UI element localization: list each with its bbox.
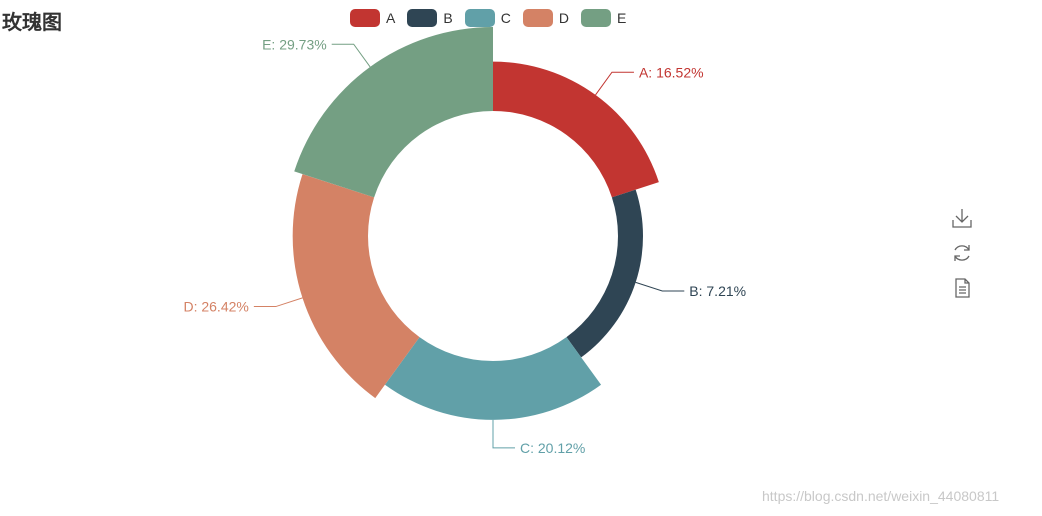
legend-swatch: [407, 9, 438, 27]
legend: A B C D E: [350, 8, 638, 28]
data-label-c: C: 20.12%: [520, 440, 585, 456]
rose-slice-a[interactable]: [493, 61, 659, 198]
rose-slice-b[interactable]: [566, 189, 644, 358]
rose-slice-e[interactable]: [294, 27, 493, 198]
data-view-icon[interactable]: [950, 276, 974, 300]
chart-title: 玫瑰图: [2, 10, 62, 34]
legend-label: A: [386, 10, 396, 26]
legend-swatch: [464, 9, 495, 27]
refresh-icon[interactable]: [950, 241, 974, 265]
data-label-e: E: 29.73%: [262, 36, 327, 52]
legend-item-a[interactable]: A: [350, 9, 395, 27]
legend-item-e[interactable]: E: [580, 9, 627, 27]
legend-swatch: [580, 9, 611, 27]
legend-label: B: [443, 10, 453, 26]
legend-swatch: [522, 9, 553, 27]
label-line-a: [595, 71, 634, 96]
label-line-d: [253, 297, 303, 308]
legend-item-d[interactable]: D: [522, 9, 569, 27]
legend-item-c[interactable]: C: [464, 9, 511, 27]
watermark: https://blog.csdn.net/weixin_44080811: [762, 488, 1000, 504]
legend-label: D: [558, 10, 569, 26]
toolbox: [950, 206, 976, 311]
data-label-a: A: 16.52%: [639, 64, 704, 80]
label-line-b: [635, 281, 685, 292]
legend-label: E: [616, 10, 627, 26]
rose-slice-c[interactable]: [384, 337, 602, 420]
data-label-d: D: 26.42%: [183, 299, 248, 315]
data-label-b: B: 7.21%: [689, 283, 746, 299]
download-icon[interactable]: [950, 206, 974, 230]
label-line-c: [492, 419, 515, 449]
legend-swatch: [350, 9, 380, 27]
legend-label: C: [500, 10, 511, 26]
rose-slice-d[interactable]: [292, 174, 420, 399]
legend-item-b[interactable]: B: [407, 9, 453, 27]
label-line-e: [331, 43, 371, 68]
